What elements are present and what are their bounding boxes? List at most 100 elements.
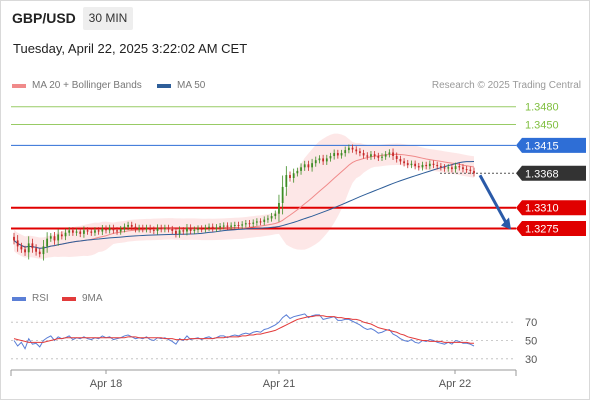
candle-body [465, 169, 468, 171]
candle-body [197, 228, 199, 230]
candle-body [230, 225, 233, 227]
candle-body [171, 229, 174, 231]
candle-body [27, 243, 30, 253]
price-tag-4 [516, 200, 586, 216]
candle-body [359, 151, 361, 154]
candle-body [373, 154, 376, 157]
rsi-line [13, 313, 475, 350]
candle-body [443, 167, 446, 169]
candle-body [16, 240, 19, 247]
candle-body [263, 219, 266, 222]
candle-body [53, 236, 56, 241]
rsi-label: RSI [32, 293, 49, 304]
candle-body [270, 216, 273, 219]
candle-body [233, 224, 236, 226]
candle-body [241, 224, 244, 226]
candle-body [322, 158, 325, 162]
price-tag-2 [516, 137, 586, 153]
price-label-0: 1.3480 [525, 102, 559, 114]
timeframe-button[interactable]: 30 MIN [83, 7, 133, 30]
candle-body [64, 232, 67, 237]
candle-body [189, 227, 192, 231]
ma20-label: MA 20 + Bollinger Bands [32, 80, 142, 91]
candle-body [42, 246, 45, 255]
candle-body [156, 227, 159, 231]
candle-body [149, 227, 152, 230]
ma50-line [13, 160, 475, 249]
candle-body [285, 175, 288, 187]
candle-body [318, 158, 321, 161]
candle-body [469, 169, 472, 171]
candle-body [278, 202, 280, 214]
candle-body [392, 152, 394, 157]
candle-body [167, 227, 170, 230]
rsi-tick-2: 30 [525, 354, 537, 366]
price-label-2: 1.3415 [525, 140, 559, 152]
candle-body [267, 218, 269, 220]
candle-body [141, 227, 144, 230]
candle-body [200, 228, 203, 230]
candle-body [303, 164, 306, 168]
candle-body [451, 167, 453, 170]
ma20-swatch [12, 83, 26, 88]
legend-rsi: RSI [12, 293, 49, 304]
candle-body [432, 163, 435, 165]
price-label-1: 1.3450 [525, 120, 559, 132]
candle-body [255, 221, 258, 223]
x-tick-label-1: Apr 21 [263, 378, 295, 390]
price-label-4: 1.3310 [525, 203, 559, 215]
candle-body [421, 164, 424, 168]
candle-body [86, 230, 89, 232]
candle-body [127, 224, 129, 227]
candle-body [458, 166, 461, 168]
candle-body [90, 231, 93, 233]
price-label-3: 1.3368 [525, 168, 559, 180]
candle-body [219, 226, 221, 228]
candle-body [388, 152, 391, 155]
candle-body [94, 230, 96, 233]
timestamp: Tuesday, April 22, 2025 3:22:02 AM CET [13, 41, 248, 56]
candle-body [105, 228, 107, 231]
candle-body [329, 156, 332, 159]
candle-body [193, 229, 196, 231]
candle-body [160, 227, 163, 230]
legend-ma20: MA 20 + Bollinger Bands [12, 80, 142, 91]
candle-body [123, 226, 126, 230]
candle-body [447, 167, 450, 169]
candle-body [13, 236, 15, 241]
candle-body [130, 224, 133, 227]
candle-body [325, 158, 328, 162]
candle-body [381, 156, 383, 158]
candle-body [57, 234, 60, 241]
candle-body [101, 228, 104, 232]
candle-body [289, 175, 291, 179]
projection-arrow-shaft [478, 174, 509, 226]
candle-body [406, 163, 409, 165]
candle-body [20, 246, 23, 250]
candle-body [274, 213, 277, 217]
candle-body [145, 227, 148, 230]
candle-body [428, 163, 431, 167]
rsi-9ma-line [13, 315, 474, 344]
candle-body [38, 251, 41, 255]
candle-body [119, 229, 122, 232]
ma50-label: MA 50 [177, 80, 206, 91]
candle-body [248, 223, 251, 225]
candle-body [300, 167, 302, 171]
candle-body [425, 164, 428, 167]
candle-body [163, 227, 166, 230]
x-tick-label-2: Apr 22 [439, 378, 471, 390]
candle-body [186, 227, 188, 232]
candle-body [97, 230, 100, 232]
candle-body [208, 226, 210, 228]
candle-body [384, 154, 387, 157]
candle-body [108, 227, 111, 231]
candle-body [252, 222, 255, 224]
candle-body [454, 166, 457, 170]
candle-body [75, 231, 78, 233]
candle-body [68, 230, 71, 233]
price-tag-3 [516, 165, 586, 181]
candle-body [83, 230, 85, 234]
candle-body [211, 226, 214, 229]
